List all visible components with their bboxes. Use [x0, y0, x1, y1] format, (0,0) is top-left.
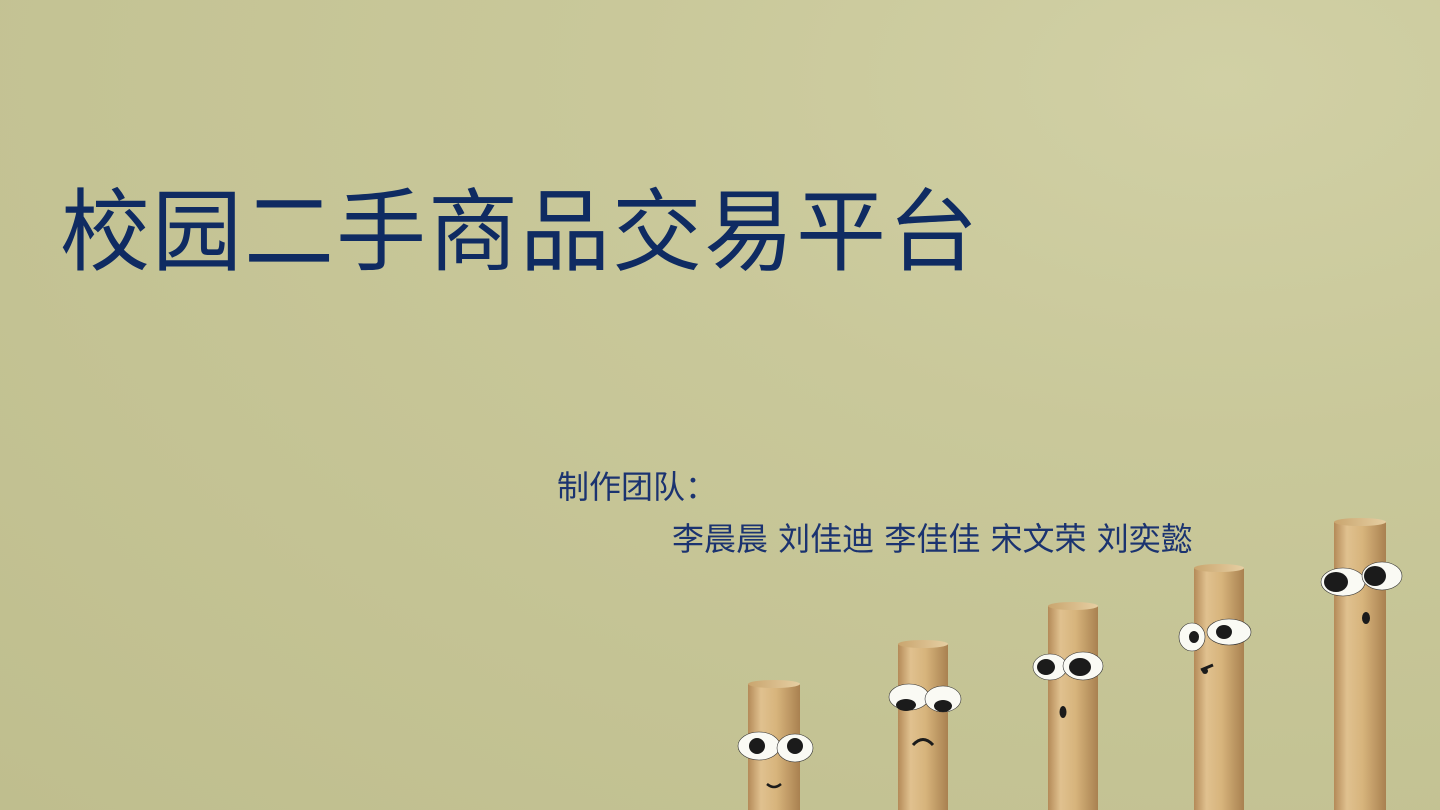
stick-3	[1032, 602, 1104, 810]
team-members: 李晨晨 刘佳迪 李佳佳 宋文荣 刘奕懿	[672, 520, 1193, 558]
stick-1	[737, 680, 814, 810]
team-label: 制作团队：	[557, 468, 718, 506]
stick-2	[888, 640, 962, 810]
slide-title: 校园二手商品交易平台	[60, 180, 980, 285]
stick-4	[1178, 564, 1252, 810]
stick-5	[1320, 518, 1403, 810]
